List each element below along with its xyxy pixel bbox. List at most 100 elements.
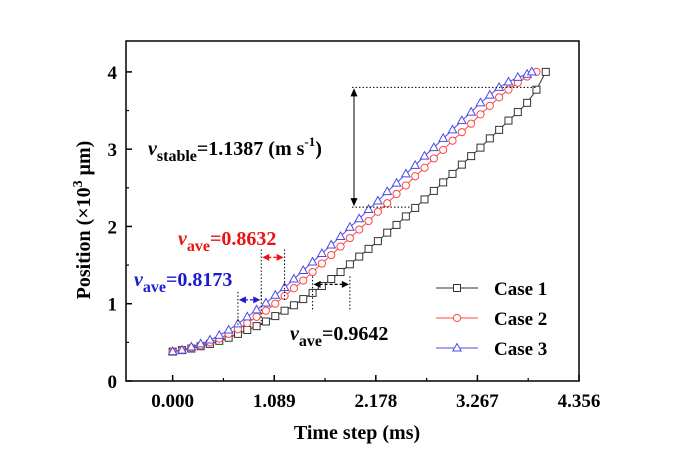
data-point-case-3 (391, 177, 402, 187)
data-point-case-3 (335, 230, 346, 240)
legend-label-case-2: Case 2 (494, 309, 547, 330)
data-point-case-2 (476, 110, 485, 119)
data-point-case-2 (299, 276, 308, 285)
data-point-case-3 (466, 106, 477, 116)
data-point-case-3 (176, 344, 188, 354)
legend-marker-case-2 (452, 313, 462, 323)
y-axis-title-unit: μm) (73, 141, 95, 181)
data-point-case-3 (232, 318, 243, 328)
data-point-case-2 (271, 299, 280, 308)
data-point-case-1 (411, 203, 420, 212)
data-point-case-3 (428, 142, 439, 152)
y-tick-label: 2 (108, 217, 118, 238)
data-point-case-1 (448, 169, 457, 178)
data-point-case-2 (336, 242, 345, 251)
case2-arrow-left (262, 253, 270, 261)
axis-ticks: 0.000 1.089 2.178 3.267 4.356 0 1 2 3 4 (108, 63, 601, 412)
data-point-case-2 (317, 259, 327, 268)
x-tick-label: 1.089 (253, 391, 296, 412)
data-point-case-3 (186, 341, 197, 351)
annotation-case1-v: v (290, 323, 300, 345)
data-point-case-3 (410, 159, 421, 169)
data-point-case-1 (289, 301, 298, 310)
data-point-case-1 (280, 306, 289, 315)
y-tick-label: 0 (108, 372, 118, 393)
annotation-stable-sub: stable (157, 148, 197, 165)
plot-frame (125, 40, 580, 382)
data-point-case-1 (439, 178, 448, 187)
data-point-case-1 (336, 268, 345, 277)
data-point-case-1 (532, 85, 541, 94)
data-point-case-2 (457, 128, 466, 137)
data-point-case-3 (363, 203, 374, 213)
legend-marker-case-3 (451, 342, 463, 352)
y-axis-title: Position (×103 μm) (71, 141, 95, 300)
case1-arrow-left (313, 280, 321, 288)
data-point-case-2 (327, 250, 336, 260)
data-point-case-3 (223, 324, 234, 334)
data-point-case-3 (316, 247, 327, 257)
data-point-case-1 (392, 220, 401, 229)
annotations (237, 86, 537, 326)
annotation-stable-sup: -1 (304, 134, 315, 149)
annotation-case3: vave=0.8173 (134, 269, 232, 296)
data-point-case-2 (289, 284, 299, 293)
data-point-case-3 (298, 264, 309, 274)
data-point-case-3 (400, 168, 411, 178)
data-point-case-1 (485, 134, 494, 143)
data-point-case-1 (252, 322, 261, 331)
x-tick-label: 2.178 (354, 391, 397, 412)
data-point-case-3 (204, 334, 216, 344)
x-tick-label: 0.000 (151, 391, 194, 412)
y-tick-label: 4 (108, 63, 118, 84)
data-point-case-3 (419, 150, 430, 160)
data-point-case-2 (467, 119, 476, 128)
data-point-case-3 (438, 132, 449, 142)
data-point-case-1 (383, 228, 392, 237)
data-point-case-3 (167, 346, 178, 356)
data-point-case-3 (344, 221, 355, 231)
data-point-case-3 (475, 97, 486, 107)
annotation-case1-value: =0.9642 (322, 323, 388, 345)
data-point-case-2 (345, 233, 354, 243)
data-point-case-3 (307, 256, 318, 266)
data-point-case-2 (392, 189, 401, 199)
annotation-stable-value: =1.1387 (m s (197, 138, 305, 160)
annotation-stable-close: ) (315, 138, 322, 160)
data-point-case-2 (411, 172, 420, 181)
data-point-case-3 (484, 89, 495, 99)
data-point-case-3 (270, 289, 281, 299)
x-axis-title: Time step (ms) (294, 422, 420, 444)
data-point-case-3 (214, 329, 225, 339)
data-point-case-1 (429, 186, 438, 195)
data-point-case-1 (495, 125, 504, 134)
annotation-case2-value: =0.8632 (210, 228, 276, 250)
data-point-case-2 (252, 312, 261, 321)
data-point-case-2 (448, 136, 457, 145)
data-point-case-1 (271, 312, 280, 321)
data-point-case-1 (327, 275, 336, 283)
legend-label-case-1: Case 1 (494, 279, 547, 300)
data-point-case-2 (243, 318, 252, 328)
data-point-case-3 (456, 115, 467, 125)
data-point-case-3 (512, 71, 523, 81)
case2-arrow-right (276, 253, 284, 261)
data-point-case-2 (364, 216, 373, 226)
x-tick-label: 4.356 (558, 391, 601, 412)
annotation-case3-value: =0.8173 (166, 269, 232, 291)
data-point-case-3 (288, 273, 299, 283)
data-point-case-2 (261, 306, 271, 315)
data-point-case-1 (467, 152, 476, 161)
data-point-case-1 (401, 212, 410, 221)
case3-arrow-right (253, 296, 261, 304)
data-point-case-1 (373, 237, 382, 246)
data-point-case-2 (420, 163, 429, 172)
y-axis-title-main: Position (×10 (73, 187, 95, 299)
annotation-case2: vave=0.8632 (178, 228, 276, 255)
data-point-case-2 (504, 85, 513, 94)
annotation-case2-sub: ave (187, 238, 210, 255)
stable-arrow-head-top (350, 88, 358, 97)
data-point-case-2 (383, 199, 392, 208)
x-tick-label: 3.267 (456, 391, 499, 412)
